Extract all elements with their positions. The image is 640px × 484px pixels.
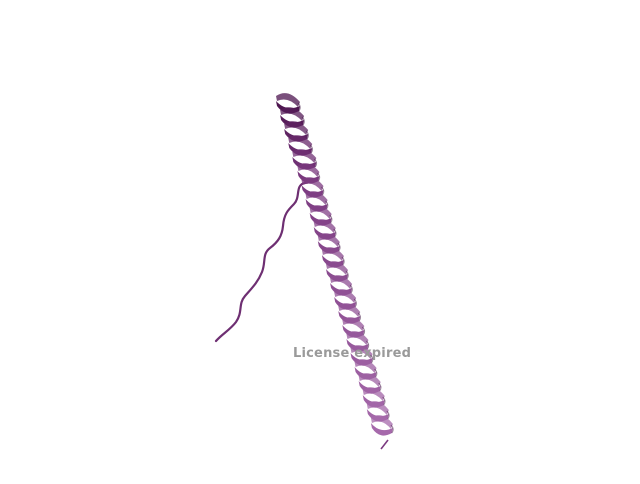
helix-turn-edge: [317, 172, 321, 182]
helix-turn-edge: [297, 102, 301, 112]
helix-turn-edge: [337, 242, 341, 252]
helix-turn-back: [338, 303, 361, 317]
helix-turn-edge: [341, 256, 345, 266]
helix-turn-back: [309, 205, 332, 219]
helix-turn-back: [317, 233, 340, 247]
helix-turn-edge: [313, 158, 318, 168]
helix-turn-edge: [382, 396, 386, 406]
helix-turn-back: [346, 331, 369, 345]
helix-turn-edge: [345, 270, 349, 280]
helix-turn-edge: [386, 410, 390, 420]
helix-turn-back: [297, 163, 320, 177]
helix-turn-edge: [357, 312, 362, 322]
helix-turn-back: [313, 219, 336, 233]
helix-turn-back: [292, 149, 317, 163]
helix-turn-back: [366, 401, 389, 415]
helix-turn-back: [280, 107, 305, 121]
c-terminus-tail: [380, 439, 389, 450]
license-watermark: License expired: [293, 346, 412, 361]
helix-turn-back: [284, 121, 309, 135]
helix-turn-back: [370, 415, 393, 429]
helix-turn-back: [305, 191, 328, 205]
helix-turn-edge: [378, 382, 382, 392]
helix-turn-back: [326, 261, 348, 275]
coil-tail: [214, 178, 318, 343]
helix-turn-back: [321, 247, 344, 261]
helix-turn-edge: [329, 214, 333, 224]
helix-turn-edge: [305, 130, 309, 140]
helix-turn-back: [362, 387, 385, 401]
helix-turn-edge: [370, 354, 374, 364]
helix-turn-edge: [321, 186, 325, 196]
helix-turn-edge: [309, 144, 314, 154]
helix-turn-back: [330, 275, 353, 289]
helix-turn-edge: [374, 368, 378, 378]
helix-turn-edge: [366, 340, 370, 350]
helix-turn-back: [358, 373, 381, 387]
alpha-helix: [276, 93, 394, 436]
helix-turn-back: [354, 359, 377, 373]
helix-turn-edge: [390, 424, 394, 434]
helix-turn-edge: [333, 228, 337, 238]
helix-turn-back: [301, 177, 324, 191]
helix-turn-edge: [361, 326, 366, 336]
helix-turn-edge: [325, 200, 329, 210]
helix-turn-front: [370, 423, 393, 436]
helix-turn-back: [288, 135, 313, 149]
helix-turn-back: [334, 289, 357, 303]
helix-turn-edge: [349, 284, 353, 294]
helix-turn-back: [276, 93, 300, 107]
helix-turn-edge: [353, 298, 357, 308]
helix-turn-back: [342, 317, 365, 331]
helix-turn-back: [350, 345, 373, 359]
helix-turn-edge: [301, 116, 305, 126]
